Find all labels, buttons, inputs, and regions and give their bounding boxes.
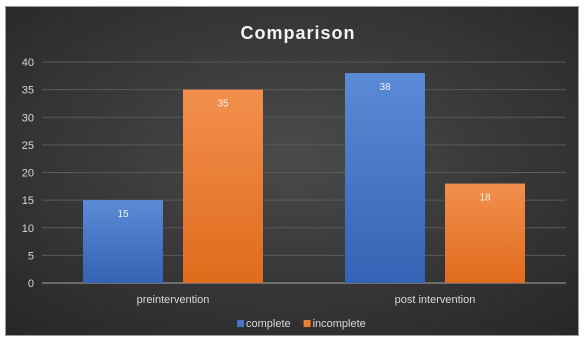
legend: complete incomplete <box>237 318 366 330</box>
bar-incomplete-0 <box>183 89 263 283</box>
bars <box>83 73 525 283</box>
legend-swatch-complete <box>237 320 244 327</box>
data-label: 15 <box>117 209 129 220</box>
y-tick-label: 30 <box>22 112 34 124</box>
data-label: 38 <box>379 82 391 93</box>
x-axis-categories: preintervention post intervention <box>137 294 476 306</box>
data-labels: 15 35 38 18 <box>117 82 491 220</box>
y-axis-ticks: 0 5 10 15 20 25 30 35 40 <box>22 57 34 290</box>
legend-swatch-incomplete <box>303 320 311 327</box>
bar-chart: Comparison 0 5 10 15 20 25 30 35 40 15 35 38 18 pre… <box>6 7 578 335</box>
y-tick-label: 10 <box>22 223 34 235</box>
bar-complete-0 <box>83 200 163 283</box>
bar-complete-1 <box>345 73 425 283</box>
chart-background <box>6 7 578 335</box>
legend-label-complete: complete <box>246 318 291 330</box>
chart-title: Comparison <box>240 23 355 43</box>
legend-label-incomplete: incomplete <box>313 318 366 330</box>
y-tick-label: 20 <box>22 168 34 180</box>
category-label: post intervention <box>395 294 476 306</box>
data-label: 18 <box>479 193 491 204</box>
y-tick-label: 25 <box>22 140 34 152</box>
y-tick-label: 15 <box>22 195 34 207</box>
y-tick-label: 35 <box>22 85 34 97</box>
chart-container: Comparison 0 5 10 15 20 25 30 35 40 15 35 38 18 pre… <box>5 6 579 336</box>
y-tick-label: 40 <box>22 57 34 69</box>
y-tick-label: 0 <box>28 278 34 290</box>
data-label: 35 <box>217 99 229 110</box>
bar-incomplete-1 <box>445 183 525 283</box>
y-tick-label: 5 <box>28 250 34 262</box>
category-label: preintervention <box>137 294 210 306</box>
